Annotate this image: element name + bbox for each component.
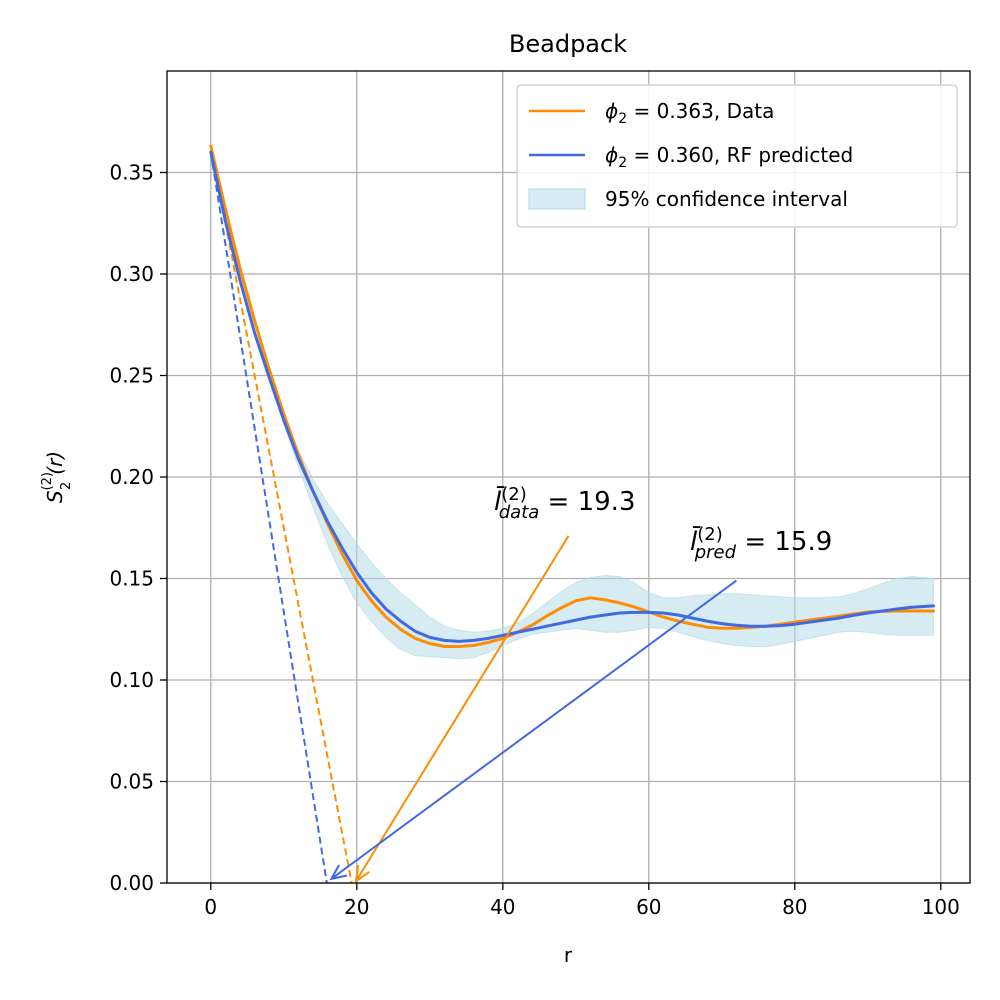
- legend-label-rf-sub: 2: [618, 155, 627, 171]
- tangent-layer: [209, 145, 353, 884]
- legend-label-rf-predicted: ϕ2 = 0.360, RF predicted: [605, 143, 853, 171]
- series-line-rf-predicted: [209, 150, 935, 643]
- legend: ϕ2 = 0.363, Data ϕ2 = 0.360, RF predicte…: [516, 84, 958, 228]
- y-tick-label: 0.35: [109, 161, 154, 185]
- annotation-arrow-data: [355, 535, 570, 882]
- legend-label-confidence: 95% confidence interval: [605, 187, 848, 211]
- y-tick-label: 0.25: [109, 364, 154, 388]
- annotation-arrow-pred: [330, 579, 737, 880]
- y-tick-label: 0.10: [109, 668, 154, 692]
- legend-swatch-confidence: [528, 188, 586, 210]
- annotation-arrowhead-pred: [329, 864, 348, 881]
- x-axis-label: r: [564, 943, 573, 967]
- annotation-data-sub: data: [499, 502, 540, 523]
- annotation-data-sup: (2): [501, 484, 527, 505]
- annotation-pred-value: = 15.9: [736, 527, 832, 557]
- legend-label-rf-phi: ϕ: [605, 143, 618, 167]
- y-tick-label: 0.00: [109, 871, 154, 895]
- arrow-layer: [329, 535, 737, 884]
- x-tick-label: 80: [782, 895, 807, 919]
- y-axis-label-base: S: [43, 490, 67, 503]
- annotation-data: l̄(2) data = 19.3: [494, 484, 636, 523]
- tangent-line-pred: [209, 152, 328, 884]
- x-tick-label: 0: [204, 895, 217, 919]
- annotation-pred-prefix: l̄: [690, 525, 702, 557]
- chart-title: Beadpack: [509, 30, 627, 58]
- y-axis-label-sub: 2: [59, 482, 74, 490]
- x-tick-label: 100: [922, 895, 960, 919]
- legend-label-data-sub: 2: [618, 111, 627, 127]
- x-axis: 0 20 40 60 80 100: [204, 883, 960, 919]
- legend-label-data-phi: ϕ: [605, 99, 618, 123]
- tangent-line-data: [209, 145, 353, 884]
- annotation-arrowhead-data: [354, 864, 370, 884]
- y-tick-label: 0.15: [109, 567, 154, 591]
- annotation-data-prefix: l̄: [494, 485, 506, 517]
- legend-label-rf-text: = 0.360, RF predicted: [627, 143, 853, 167]
- legend-label-data: ϕ2 = 0.363, Data: [605, 99, 774, 127]
- y-axis: 0.00 0.05 0.10 0.15 0.20 0.25 0.30 0.35: [109, 161, 167, 895]
- annotation-data-value: = 19.3: [539, 487, 635, 517]
- annotations: l̄(2) data = 19.3 l̄(2) pred = 15.9: [494, 484, 832, 563]
- y-axis-label: S(2) 2 (r): [40, 451, 74, 503]
- legend-label-data-text: = 0.363, Data: [627, 99, 774, 123]
- annotation-pred-sup: (2): [697, 524, 723, 545]
- y-axis-label-sup: (2): [40, 472, 55, 490]
- y-tick-label: 0.20: [109, 465, 154, 489]
- x-tick-label: 40: [490, 895, 515, 919]
- series-layer: [209, 144, 935, 648]
- legend-box: [516, 84, 958, 228]
- x-tick-label: 20: [344, 895, 369, 919]
- annotation-pred: l̄(2) pred = 15.9: [690, 524, 832, 563]
- x-tick-label: 60: [636, 895, 661, 919]
- y-tick-label: 0.30: [109, 262, 154, 286]
- y-axis-label-arg: (r): [43, 451, 67, 475]
- y-tick-label: 0.05: [109, 770, 154, 794]
- annotation-pred-sub: pred: [694, 542, 737, 563]
